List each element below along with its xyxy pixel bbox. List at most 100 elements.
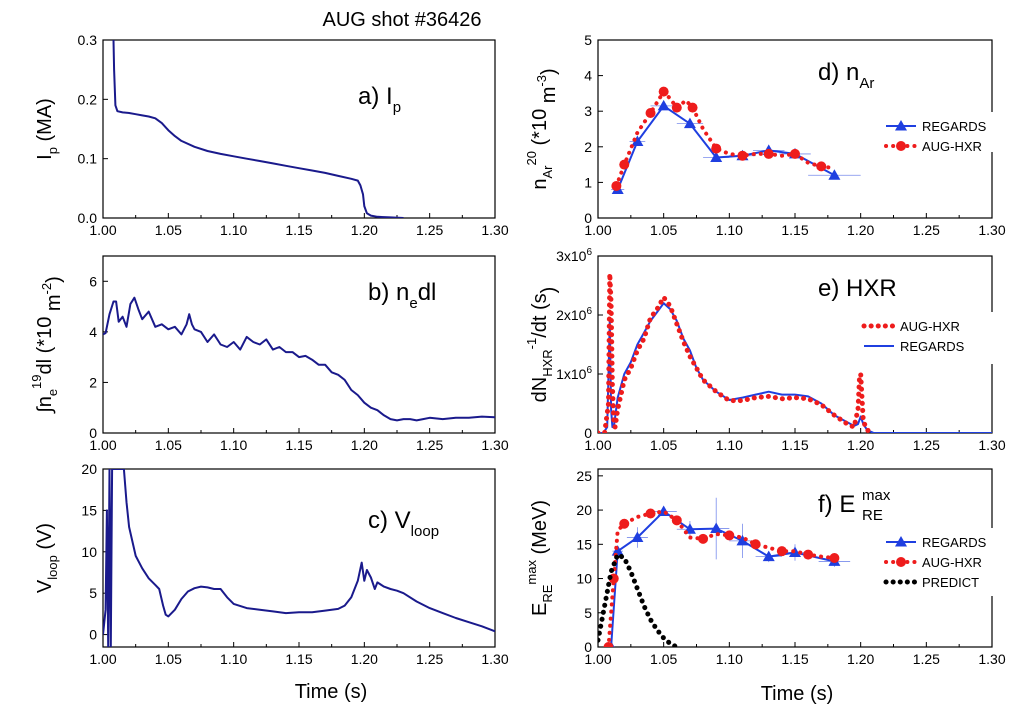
x-tick-label: 1.30	[978, 222, 1005, 238]
x-tick-label: 1.30	[481, 651, 508, 667]
x-tick-label: 1.00	[584, 651, 611, 667]
x-tick-label: 1.10	[220, 222, 247, 238]
legend: REGARDS AUG-HXR PREDICT	[882, 528, 1012, 596]
series-line-data	[103, 469, 495, 647]
y-label-sub: p	[45, 147, 60, 154]
panel-label-sub: p	[393, 99, 401, 116]
data-point-aug-hxr	[816, 161, 827, 172]
y-label-sup2: -3	[534, 75, 549, 87]
data-point-regards	[657, 99, 670, 111]
x-tick-label: 1.20	[351, 651, 378, 667]
x-tick-label: 1.10	[716, 437, 743, 453]
y-tick-label: 1	[584, 174, 592, 190]
y-label-end: )	[538, 287, 560, 294]
panel-label-tail: dl	[418, 279, 437, 306]
x-tick-label: 1.25	[416, 651, 443, 667]
series-group	[103, 469, 495, 647]
x-tick-label: 1.10	[220, 437, 247, 453]
x-tick-label: 1.15	[781, 222, 808, 238]
y-axis-label: Ip (MA)	[34, 98, 60, 160]
panel-b: 1.00 1.05 1.10 1.15 1.20 1.25 1.300246∫ne19dl …	[29, 255, 509, 453]
y-label-end: )	[538, 68, 560, 75]
y-label-end: )	[43, 276, 65, 283]
panel-label-sub: loop	[411, 523, 439, 540]
y-label-tail2: m	[538, 87, 560, 109]
legend-marker-regards	[895, 536, 907, 547]
series-group	[598, 497, 851, 647]
y-label-sub: HXR	[540, 349, 555, 376]
x-tick-label: 1.25	[416, 437, 443, 453]
panel-label-base: f) E	[818, 491, 855, 518]
y-tick-label: 4	[584, 68, 592, 84]
x-axis-title-left: Time (s)	[295, 681, 368, 703]
panel-label-sub: RE	[862, 507, 883, 524]
y-tick-label: 2	[584, 139, 592, 155]
panel-label: c) Vloop	[368, 507, 439, 540]
series-group	[103, 296, 495, 422]
y-tick-label: 4	[89, 324, 97, 340]
series-group	[598, 273, 992, 433]
panel-d: 1.00 1.05 1.10 1.15 1.20 1.25 1.30 0 1 2 3 4 5 nAr20 …	[524, 32, 1012, 238]
data-point-aug-hxr	[803, 549, 814, 560]
panel-label: e) HXR	[818, 275, 897, 302]
panel-label: b) nedl	[368, 279, 436, 312]
legend-label-regards: REGARDS	[922, 119, 987, 134]
y-tick-label: 5	[89, 585, 97, 601]
y-tick-label: 0.3	[78, 32, 98, 48]
legend-marker-regards	[895, 120, 907, 131]
y-label-sup2: -2	[39, 283, 54, 295]
y-label-tail2: m	[43, 294, 65, 316]
y-tick-label-exp: 6	[586, 365, 592, 376]
data-point-regards	[611, 545, 624, 556]
data-point-regards	[710, 522, 723, 534]
figure-title: AUG shot #36426	[323, 9, 482, 31]
y-label-base: I	[34, 154, 56, 160]
y-tick-label: 0.1	[78, 151, 98, 167]
y-tick-label: 10	[576, 571, 592, 587]
y-label-tail: (*10	[529, 109, 551, 151]
panel-label-sub: e	[409, 295, 417, 312]
legend-marker-aug-hxr	[896, 557, 906, 567]
y-tick-label: 0	[89, 627, 97, 643]
y-label-base: ∫n	[34, 396, 56, 414]
x-axis-title-right: Time (s)	[761, 683, 834, 705]
panel-label: f) E max RE	[818, 487, 891, 524]
x-tick-label: 1.05	[155, 222, 182, 238]
x-tick-label: 1.30	[978, 437, 1005, 453]
data-point-regards	[828, 169, 841, 180]
y-label-tail: /dt (s	[529, 293, 551, 337]
x-tick-label: 1.00	[89, 437, 116, 453]
x-tick-label: 1.10	[716, 222, 743, 238]
legend-label-predict: PREDICT	[922, 575, 979, 590]
y-tick-label: 15	[576, 536, 592, 552]
x-tick-label: 1.20	[847, 437, 874, 453]
y-tick-label-base: 1x10	[556, 366, 587, 382]
legend-label-regards: REGARDS	[900, 339, 965, 354]
y-label-sup: 20	[524, 151, 539, 165]
series-line-predict	[598, 551, 680, 647]
series-line-aug-hxr	[614, 88, 837, 188]
x-tick-label: 1.15	[781, 651, 808, 667]
panel-c: 1.00 1.05 1.10 1.15 1.20 1.25 1.30 0 5 10 15 20 Vloo…	[34, 461, 509, 667]
plot-frame	[102, 468, 496, 648]
y-tick-label: 5	[584, 32, 592, 48]
data-point-regards	[710, 151, 723, 162]
y-tick-label-base: 2x10	[556, 307, 587, 323]
series-line-regards	[616, 104, 835, 190]
plot-frame	[102, 39, 496, 219]
y-label-base: dN	[529, 377, 551, 403]
y-label-sub: e	[45, 389, 60, 396]
data-point-aug-hxr	[645, 508, 656, 519]
x-tick-label: 1.15	[781, 437, 808, 453]
data-point-aug-hxr	[658, 86, 669, 97]
data-point-aug-hxr	[737, 150, 748, 161]
legend: REGARDS AUG-HXR	[882, 112, 1012, 154]
y-tick-label: 15	[81, 502, 97, 518]
x-tick-label: 1.25	[913, 651, 940, 667]
data-point-aug-hxr	[776, 546, 787, 557]
panel-label: a) Ip	[358, 83, 401, 116]
series-line-data	[103, 296, 495, 422]
y-tick-label: 0	[584, 639, 592, 655]
y-axis-label: ∫ne19dl (*10 m-2)	[29, 276, 65, 414]
